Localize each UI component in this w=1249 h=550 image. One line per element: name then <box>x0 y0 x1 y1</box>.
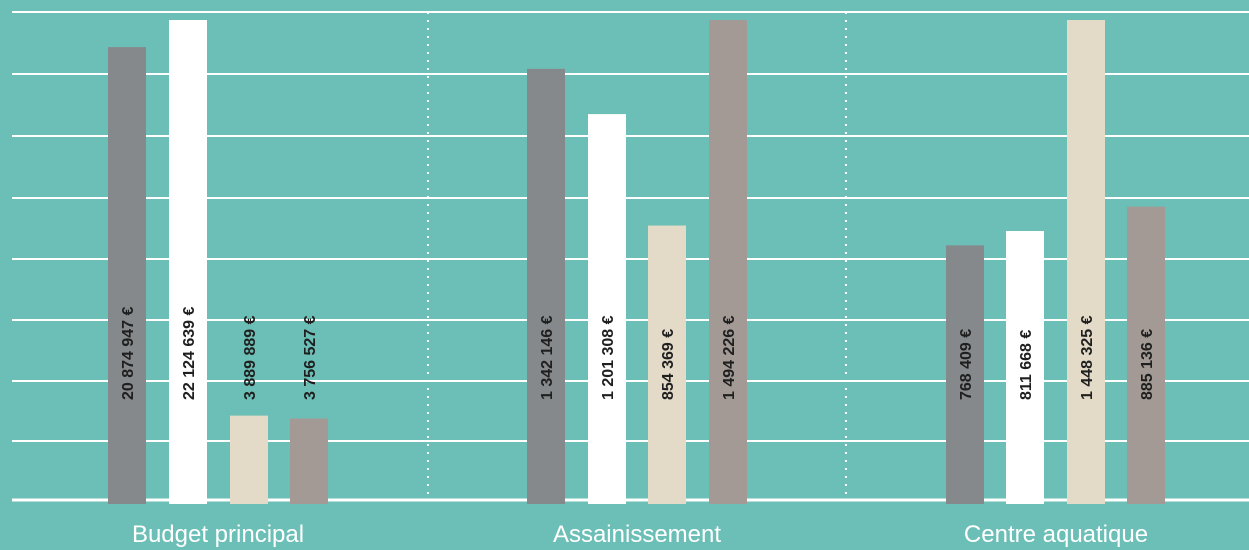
value-labels-layer: 20 874 947 € 22 124 639 € 3 889 889 € 3 756… <box>120 306 1156 400</box>
bar-value-label: 811 668 € <box>1018 330 1035 400</box>
bar-value-label: 854 369 € <box>660 329 677 400</box>
bar <box>648 225 686 504</box>
bar <box>1127 206 1165 505</box>
group-label: Assainissement <box>553 521 721 548</box>
group-separators <box>427 12 847 500</box>
bar <box>1006 230 1044 505</box>
bar <box>1067 20 1105 504</box>
bar-value-label: 1 342 146 € <box>539 315 556 400</box>
bar <box>230 415 268 504</box>
group-label: Centre aquatique <box>964 521 1148 548</box>
bar-value-label: 885 136 € <box>1139 329 1156 400</box>
bar <box>108 47 146 505</box>
bar <box>169 20 207 504</box>
bar <box>709 20 747 504</box>
bar-value-label: 3 889 889 € <box>242 315 259 400</box>
bars-layer <box>108 20 1165 505</box>
group-labels-layer: Budget principal Assainissement Centre aqu… <box>132 521 1148 548</box>
bar-value-label: 20 874 947 € <box>120 306 137 400</box>
bar-value-label: 768 409 € <box>958 329 975 400</box>
bar <box>290 418 328 504</box>
group-label: Budget principal <box>132 521 304 548</box>
bar-value-label: 1 494 226 € <box>721 315 738 400</box>
bar <box>588 114 626 504</box>
bar <box>527 68 565 505</box>
bar <box>946 245 984 504</box>
bar-value-label: 3 756 527 € <box>302 315 319 400</box>
bar-value-label: 22 124 639 € <box>181 306 198 400</box>
bar-value-label: 1 448 325 € <box>1079 315 1096 400</box>
bar-value-label: 1 201 308 € <box>600 315 617 400</box>
